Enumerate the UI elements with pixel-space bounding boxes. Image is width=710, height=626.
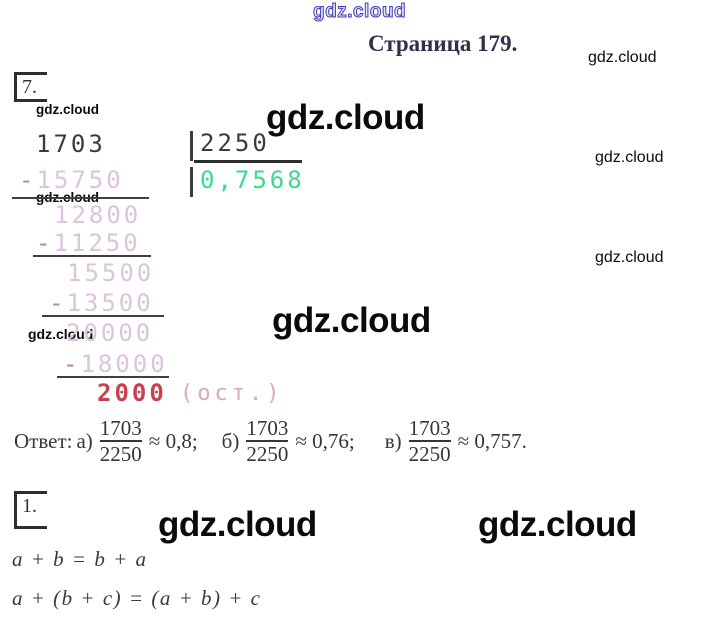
division-step-row: -18000 <box>63 350 168 378</box>
problem-number-box-1: 1. <box>14 491 47 529</box>
step-value: 18000 <box>80 350 168 378</box>
divisor-underline <box>194 160 302 163</box>
watermark: gdz.cloud <box>266 98 425 137</box>
minus-sign: - <box>49 289 67 317</box>
fraction: 1703 2250 <box>246 416 289 467</box>
fraction-numerator: 1703 <box>99 416 142 440</box>
problem-number-box-7: 7. <box>14 72 47 102</box>
division-dividend: 1703 <box>36 130 106 158</box>
problem-number: 7. <box>22 76 37 98</box>
division-step-row: -11250 <box>36 229 141 257</box>
minus-sign: - <box>63 350 81 378</box>
division-step-row: 15500 <box>67 259 154 287</box>
answer-prefix: Ответ: <box>14 428 73 453</box>
fraction: 1703 2250 <box>408 416 451 467</box>
division-step-row: -13500 <box>49 289 154 317</box>
step-value: 11250 <box>53 229 141 257</box>
step-value: 12800 <box>54 201 142 229</box>
fraction-denominator: 2250 <box>408 440 451 467</box>
minus-sign: - <box>19 166 37 194</box>
watermark: gdz.cloud <box>158 505 317 544</box>
division-step-row: -15750 <box>19 166 124 194</box>
watermark: gdz.cloud <box>36 102 99 117</box>
answer-line: Ответ: а) 1703 2250 ≈ 0,8; б) 1703 2250 … <box>14 416 710 466</box>
commutative-law-formula: a + b = b + a <box>12 547 148 571</box>
answer-approx-a: ≈ 0,8; <box>148 428 198 453</box>
fraction-numerator: 1703 <box>246 416 289 440</box>
watermark: gdz.cloud <box>595 249 664 266</box>
subtraction-line <box>33 255 151 257</box>
subtraction-line <box>57 376 169 378</box>
watermark: gdz.cloud <box>28 326 94 342</box>
page-title: Страница 179. <box>368 31 518 56</box>
step-value: 15750 <box>36 166 124 194</box>
fraction-denominator: 2250 <box>99 440 142 467</box>
watermark: gdz.cloud <box>588 49 657 66</box>
subtraction-line <box>42 315 164 317</box>
subtraction-line <box>12 197 149 199</box>
minus-sign: - <box>36 229 54 257</box>
answer-approx-v: ≈ 0,757. <box>457 428 527 453</box>
division-step-row: 20000 <box>66 319 153 347</box>
problem-number: 1. <box>22 495 37 517</box>
fraction-numerator: 1703 <box>408 416 451 440</box>
division-step-row: 12800 <box>54 201 141 229</box>
remainder-label: (ост.) <box>180 381 284 406</box>
step-value: 15500 <box>67 259 155 287</box>
answer-label-b: б) <box>221 428 240 453</box>
watermark: gdz.cloud <box>272 301 431 340</box>
watermark: gdz.cloud <box>478 505 637 544</box>
watermark-outline: gdz.cloud <box>312 1 407 23</box>
fraction-denominator: 2250 <box>246 440 289 467</box>
division-divisor: 2250 <box>200 129 270 157</box>
division-remainder: 2000 <box>97 379 167 407</box>
division-quotient: 0,7568 <box>200 166 305 194</box>
answer-approx-b: ≈ 0,76; <box>295 428 355 453</box>
answer-label-v: в) <box>384 428 402 453</box>
associative-law-formula: a + (b + c) = (a + b) + c <box>12 586 262 610</box>
division-bracket-line <box>190 167 193 197</box>
step-value: 20000 <box>66 319 154 347</box>
answer-label-a: а) <box>76 428 93 453</box>
division-bracket-line <box>190 131 193 161</box>
fraction: 1703 2250 <box>99 416 142 467</box>
watermark: gdz.cloud <box>595 149 664 166</box>
step-value: 13500 <box>66 289 154 317</box>
